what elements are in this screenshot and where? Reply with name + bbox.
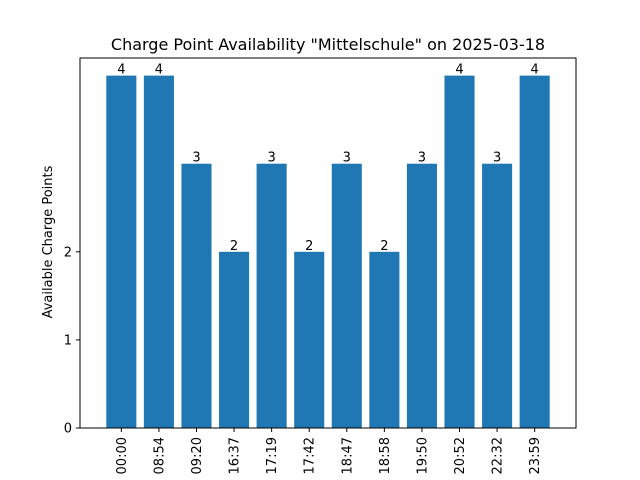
bar-18:58	[369, 251, 400, 428]
data-label-09:20: 3	[192, 151, 200, 166]
data-label-16:37: 2	[230, 239, 238, 254]
y-tick-label: 0	[64, 422, 72, 437]
x-tick-label: 16:37	[228, 437, 243, 474]
bar-23:59	[519, 75, 550, 428]
data-label-23:59: 4	[531, 63, 539, 78]
bar-20:52	[444, 75, 475, 428]
x-tick-label: 20:52	[453, 437, 468, 474]
bar-22:32	[482, 163, 513, 428]
data-label-18:58: 2	[380, 239, 388, 254]
bar-18:47	[331, 163, 362, 428]
y-tick-label: 1	[64, 333, 72, 348]
x-tick-label: 17:19	[265, 437, 280, 474]
chart-title: Charge Point Availability "Mittelschule"…	[111, 35, 545, 54]
bar-16:37	[219, 251, 250, 428]
y-tick-label: 2	[64, 245, 72, 260]
x-tick-label: 18:47	[340, 437, 355, 474]
x-tick-label: 22:32	[491, 437, 506, 474]
x-tick-label: 09:20	[190, 437, 205, 474]
x-tick-label: 17:42	[303, 437, 318, 474]
bar-17:19	[256, 163, 287, 428]
data-label-20:52: 4	[455, 63, 463, 78]
data-label-19:50: 3	[418, 151, 426, 166]
x-axis-ticks: 00:00 08:54 09:20 16:37 17:19 17:42 18:47 18:58…	[115, 428, 543, 474]
data-label-00:00: 4	[117, 63, 125, 78]
bar-08:54	[143, 75, 174, 428]
x-tick-label: 00:00	[115, 437, 130, 474]
bar-09:20	[181, 163, 212, 428]
x-tick-label: 23:59	[528, 437, 543, 474]
y-axis-label: Available Charge Points	[41, 165, 56, 318]
data-label-17:42: 2	[305, 239, 313, 254]
bar-00:00	[106, 75, 137, 428]
y-axis-ticks: 0 1 2	[64, 245, 80, 437]
bar-19:50	[406, 163, 437, 428]
x-tick-label: 08:54	[152, 437, 167, 474]
x-tick-label: 18:58	[378, 437, 393, 474]
data-label-17:19: 3	[267, 151, 275, 166]
data-label-08:54: 4	[155, 63, 163, 78]
bar-17:42	[294, 251, 325, 428]
plot-frame	[79, 57, 577, 429]
data-labels-group: 4 4 3 2 3 2 3 2 3 4 3 4	[117, 63, 539, 254]
data-label-18:47: 3	[343, 151, 351, 166]
data-label-22:32: 3	[493, 151, 501, 166]
bars-group	[106, 75, 550, 428]
x-tick-label: 19:50	[415, 437, 430, 474]
